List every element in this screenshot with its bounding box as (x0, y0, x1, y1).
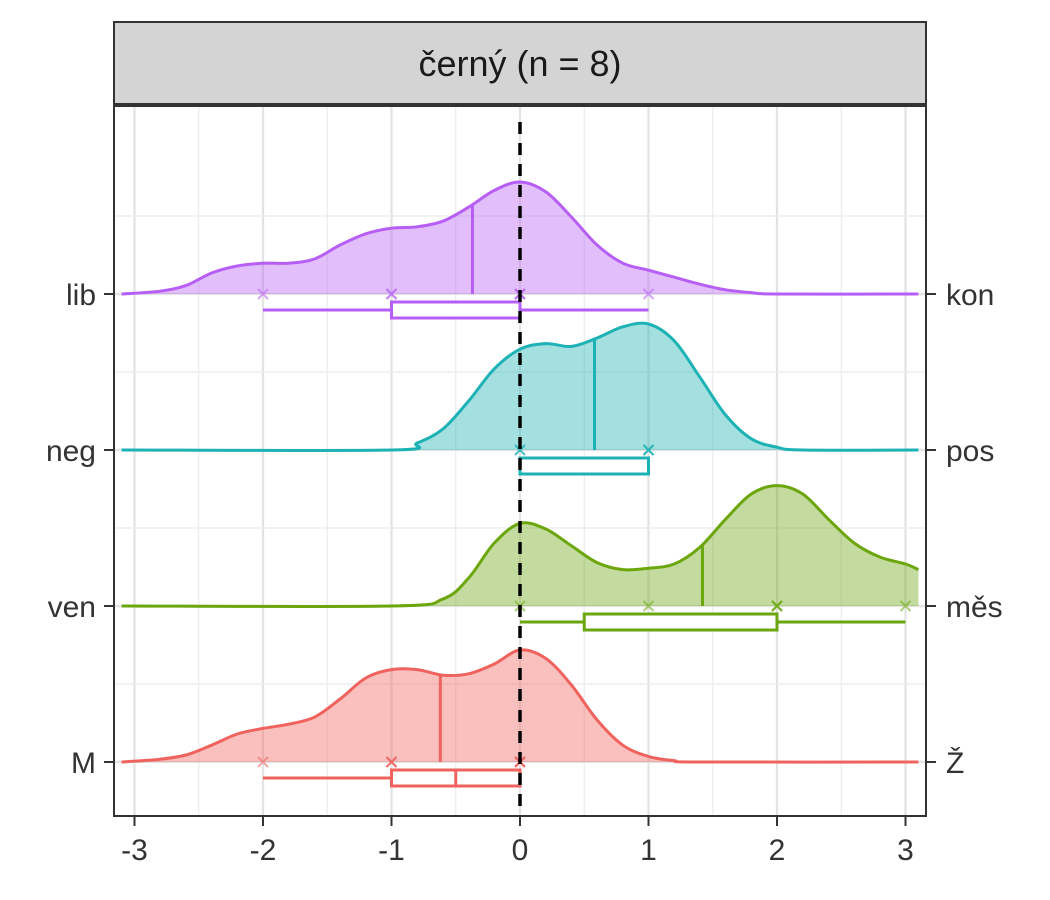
y-tick-label-right: měs (946, 591, 1003, 624)
x-tick-label: -1 (378, 834, 405, 867)
y-tick-label-right: kon (946, 279, 994, 312)
x-tick-label: 3 (897, 834, 914, 867)
density-curve (121, 648, 919, 764)
y-tick-label-left: M (71, 747, 96, 780)
x-tick-label: 1 (640, 834, 657, 867)
x-tick-label: 0 (512, 834, 529, 867)
data-point (771, 600, 783, 612)
box-iqr (390, 300, 522, 320)
density-area (121, 649, 919, 763)
y-tick-label-left: ven (48, 591, 96, 624)
y-tick-label-left: lib (66, 279, 96, 312)
y-tick-label-right: pos (946, 435, 994, 468)
box-iqr (518, 456, 650, 476)
facet-title: černý (n = 8) (418, 43, 621, 84)
data-point (514, 444, 526, 456)
data-point (385, 756, 398, 768)
series-neg (121, 321, 919, 476)
series-M (121, 648, 919, 788)
x-tick-label: -3 (121, 834, 148, 867)
x-tick-label: 2 (769, 834, 786, 867)
data-point (257, 756, 269, 768)
data-point (385, 288, 398, 300)
box-iqr (582, 612, 779, 632)
density-curve (121, 321, 919, 453)
y-tick-label-right: Ž (946, 747, 964, 780)
density-area (121, 323, 919, 451)
data-point (642, 288, 655, 300)
data-point (642, 444, 655, 456)
data-point (257, 288, 269, 300)
density-curve (121, 484, 920, 609)
data-point (899, 600, 912, 612)
facet-strip (113, 21, 927, 105)
y-tick-label-left: neg (46, 435, 96, 468)
x-tick-label: -2 (250, 834, 277, 867)
data-point (642, 600, 655, 612)
